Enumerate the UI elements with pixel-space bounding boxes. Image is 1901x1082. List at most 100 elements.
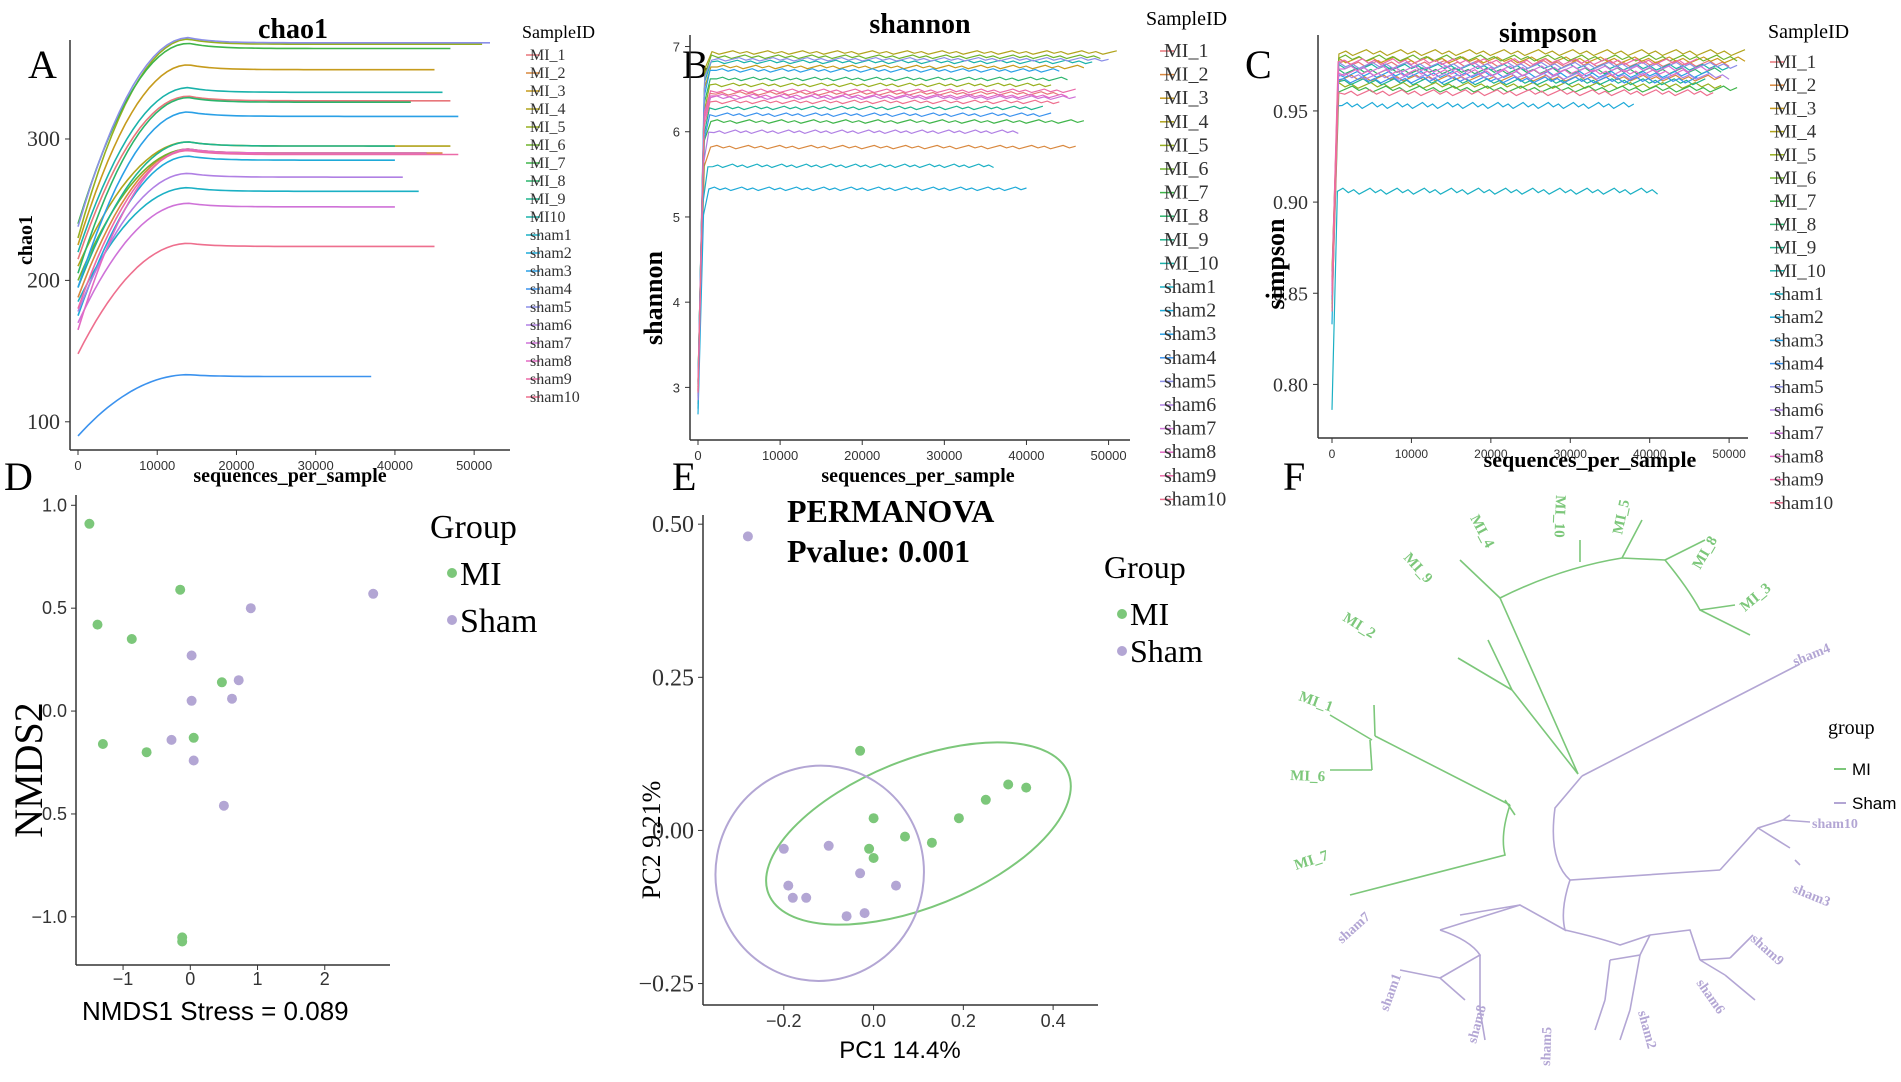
panel-e-point-sham xyxy=(787,892,798,903)
tree-leaf-sham7: sham7 xyxy=(1335,910,1374,947)
panel-b-legend-item: MI_2 xyxy=(1164,64,1208,86)
panel-e-y-tick-label: −0.25 xyxy=(638,972,694,998)
panel-e-legend-title: Group xyxy=(1104,549,1186,585)
panel-d-x-tick-label: 1 xyxy=(253,969,263,989)
panel-e-point-sham xyxy=(801,892,812,903)
panel-e-point-sham xyxy=(891,880,901,891)
panel-b-legend-item: sham8 xyxy=(1164,441,1216,463)
panel-b-legend-item: MI_8 xyxy=(1164,205,1208,227)
panel-a-x-label: sequences_per_sample xyxy=(193,465,386,487)
panel-e-point-mi xyxy=(855,745,866,756)
panel-a-line-sham1 xyxy=(77,186,419,302)
panel-c-line-mi-6 xyxy=(1331,54,1738,277)
panel-e-legend-mi-marker xyxy=(1117,609,1127,619)
panel-e-point-sham xyxy=(859,908,870,919)
panel-b-legend-item: sham7 xyxy=(1164,418,1216,440)
panel-d-y-tick-label: 1.0 xyxy=(42,495,67,515)
panel-b-x-tick-label: 0 xyxy=(694,448,701,463)
panel-b-legend-item: MI_7 xyxy=(1164,182,1208,204)
panel-c-line-sham5 xyxy=(1331,61,1738,285)
panel-a-line-mi-8 xyxy=(77,96,411,274)
panel-f-legend-title: group xyxy=(1828,717,1875,739)
panel-e-point-mi xyxy=(900,831,910,842)
panel-c-legend-item: MI_3 xyxy=(1774,98,1816,119)
panel-c-line-mi-2 xyxy=(1331,74,1722,297)
panel-e-point-sham xyxy=(783,880,794,891)
panel-d-x-tick-label: 0 xyxy=(185,969,195,989)
panel-b-line-mi-6 xyxy=(697,54,1101,382)
panel-label-a: A xyxy=(28,42,57,87)
panel-b-y-tick-label: 6 xyxy=(673,125,680,140)
panel-b-y-label: shannon xyxy=(639,250,668,344)
panel-c-line-sham7 xyxy=(1331,65,1714,288)
panel-e-ellipse-mi xyxy=(765,741,1072,926)
panel-c-legend-item: sham7 xyxy=(1774,423,1824,444)
panel-a-y-tick-label: 300 xyxy=(27,126,60,151)
panel-c-x-tick-label: 0 xyxy=(1329,447,1336,461)
panel-a-x-tick-label: 0 xyxy=(74,458,81,473)
panel-a-x-tick-label: 50000 xyxy=(456,458,492,473)
panel-a-legend-item: MI_6 xyxy=(530,137,566,154)
panel-e-point-sham xyxy=(823,840,834,851)
panel-e-point-mi xyxy=(1003,779,1014,790)
panel-e-legend-mi: MI xyxy=(1130,596,1169,632)
panel-b-legend-title: SampleID xyxy=(1146,8,1227,30)
panel-c-legend-item: MI_10 xyxy=(1774,261,1826,282)
panel-e-point-mi xyxy=(864,843,875,854)
panel-c-y-label: simpson xyxy=(1261,218,1290,310)
panel-d-x-label: NMDS1 Stress = 0.089 xyxy=(82,996,349,1026)
panel-a-line-sham5 xyxy=(77,36,490,227)
tree-leaf-sham3: sham3 xyxy=(1791,882,1833,910)
panel-b-line-mi-3 xyxy=(697,64,1085,385)
panel-a-legend-item: MI_8 xyxy=(530,173,566,190)
panel-d-y-tick-label: −1.0 xyxy=(31,907,67,927)
panel-a-legend-item: sham6 xyxy=(530,317,572,334)
panel-c-legend-item: sham5 xyxy=(1774,377,1824,398)
panel-c-line-sham3 xyxy=(1331,70,1714,294)
tree-leaf-sham8: sham8 xyxy=(1465,1004,1490,1045)
tree-leaf-mi-4: MI_4 xyxy=(1466,512,1497,551)
panel-b-x-tick-label: 10000 xyxy=(762,448,798,463)
panel-d-nmds-chart: −1 0 1 2 −1.0 −0.5 0.0 0.5 1.0 NMDS1 Stress = 0… xyxy=(6,495,537,1026)
panel-e-y-tick-label: 0.50 xyxy=(652,512,694,538)
panel-c-line-mi-10 xyxy=(1331,63,1730,287)
panel-d-point-sham xyxy=(186,650,197,661)
tree-sham-branches xyxy=(1399,663,1811,1041)
panel-e-point-mi xyxy=(1021,782,1032,793)
panel-b-line-sham6 xyxy=(697,129,1019,401)
panel-label-e: E xyxy=(672,454,696,499)
panel-b-legend-item: MI_6 xyxy=(1164,158,1208,180)
panel-c-legend-item: sham6 xyxy=(1774,400,1824,421)
panel-c-y-tick-label: 0.80 xyxy=(1273,374,1308,396)
panel-c-x-label: sequences_per_sample xyxy=(1484,447,1697,472)
panel-a-legend-item: sham5 xyxy=(530,299,572,316)
panel-a-line-sham9 xyxy=(77,149,459,309)
panel-a-legend-item: MI_5 xyxy=(530,119,566,136)
panel-c-legend-item: MI_7 xyxy=(1774,191,1816,212)
panel-b-line-sham3 xyxy=(697,68,1060,385)
panel-b-line-mi-5 xyxy=(697,82,1052,389)
panel-b-line-mi-10 xyxy=(697,59,1093,383)
panel-d-point-mi xyxy=(97,739,108,749)
panel-b-line-sham8 xyxy=(697,93,1068,392)
tree-mi-branches xyxy=(1329,519,1751,896)
panel-a-legend-item: MI10 xyxy=(530,209,566,226)
tree-leaf-sham5: sham5 xyxy=(1539,1027,1555,1066)
panel-a-line-mi-5 xyxy=(77,38,483,239)
panel-c-legend-item: sham9 xyxy=(1774,470,1824,491)
panel-c-legend-item: MI_1 xyxy=(1774,52,1816,73)
panel-d-point-mi xyxy=(92,619,103,630)
panel-e-point-sham xyxy=(841,911,852,922)
panel-f-legend-mi: MI xyxy=(1852,760,1871,779)
panel-e-x-tick-label: 0.4 xyxy=(1041,1011,1066,1031)
panel-a-legend-item: MI_9 xyxy=(530,191,566,208)
panel-c-legend-item: MI_5 xyxy=(1774,145,1816,166)
panel-b-line-mi-7 xyxy=(697,119,1085,398)
panel-e-point-mi xyxy=(926,837,937,848)
panel-a-line-sham10 xyxy=(77,242,435,355)
panel-b-legend-item: MI_3 xyxy=(1164,87,1208,109)
tree-leaf-mi-8: MI_8 xyxy=(1690,534,1721,572)
panel-a-x-tick-label: 30000 xyxy=(298,458,334,473)
panel-d-x-tick-label: 2 xyxy=(320,969,330,989)
panel-e-point-mi xyxy=(953,813,964,824)
